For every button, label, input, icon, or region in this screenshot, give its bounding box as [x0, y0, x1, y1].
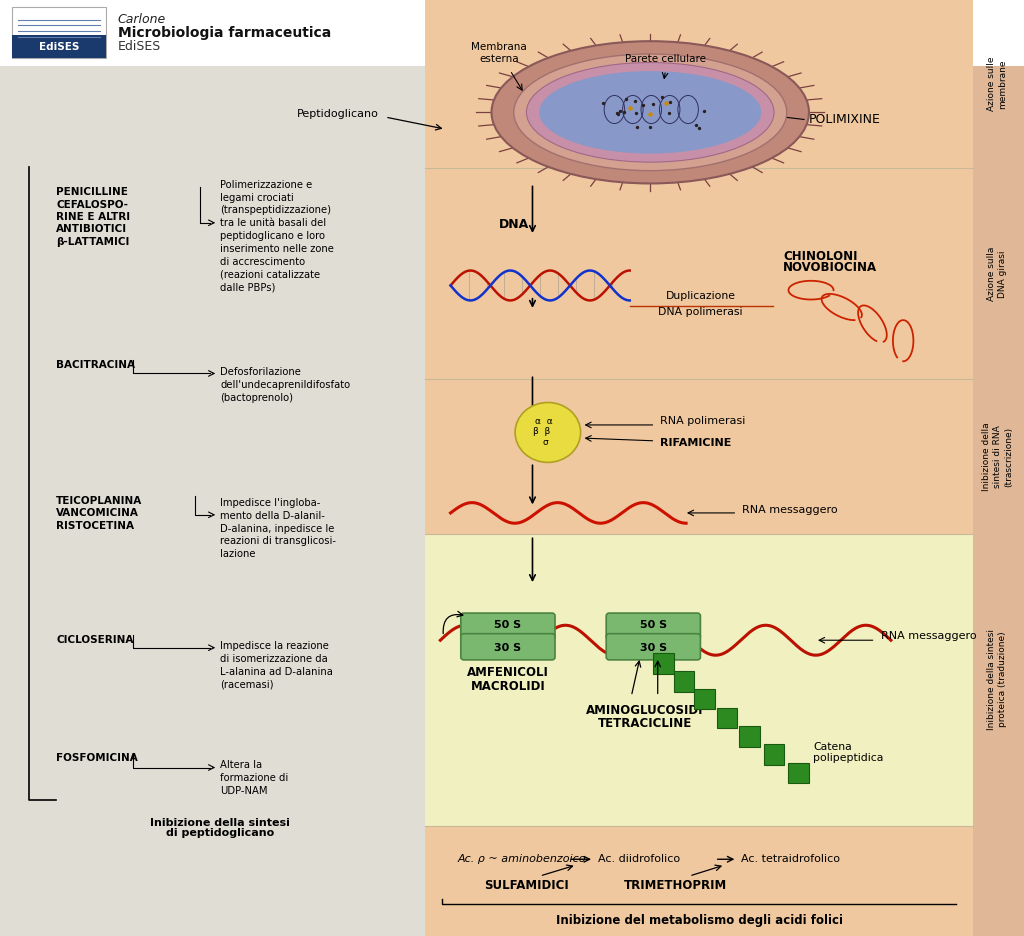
Bar: [973, 0, 1024, 936]
Text: 50 S: 50 S: [495, 620, 521, 630]
Text: Peptidoglicano: Peptidoglicano: [297, 110, 379, 119]
Ellipse shape: [539, 71, 762, 154]
Text: di peptidoglicano: di peptidoglicano: [166, 828, 274, 839]
FancyBboxPatch shape: [606, 634, 700, 660]
Text: Microbiologia farmaceutica: Microbiologia farmaceutica: [118, 26, 331, 39]
Bar: [674, 671, 694, 692]
Bar: [717, 708, 737, 728]
Text: Polimerizzazione e
legami crociati
(transpeptidizzazione)
tra le unità basali de: Polimerizzazione e legami crociati (tran…: [220, 180, 334, 292]
Text: β  β: β β: [534, 427, 550, 436]
Text: 30 S: 30 S: [495, 643, 521, 653]
Text: Catena
polipeptidica: Catena polipeptidica: [813, 741, 884, 764]
Bar: [425, 0, 973, 826]
Text: Inibizione del metabolismo degli acidi folici: Inibizione del metabolismo degli acidi f…: [556, 914, 843, 927]
Text: Inibizione della sintesi
proteica (traduzione): Inibizione della sintesi proteica (tradu…: [987, 629, 1008, 730]
Text: BACITRACINA: BACITRACINA: [56, 360, 135, 371]
Ellipse shape: [526, 63, 774, 162]
Text: RNA messaggero: RNA messaggero: [881, 632, 976, 641]
Bar: [425, 534, 973, 826]
FancyBboxPatch shape: [461, 613, 555, 639]
Text: NOVOBIOCINA: NOVOBIOCINA: [783, 261, 878, 274]
FancyBboxPatch shape: [461, 634, 555, 660]
Text: SULFAMIDICI: SULFAMIDICI: [484, 879, 568, 892]
Circle shape: [515, 402, 581, 462]
Bar: [0, 0, 1024, 66]
Text: EdiSES: EdiSES: [39, 42, 80, 51]
Text: RIFAMICINE: RIFAMICINE: [660, 438, 732, 447]
Text: Ac. tetraidrofolico: Ac. tetraidrofolico: [741, 855, 841, 864]
Bar: [0, 66, 425, 936]
Bar: [653, 653, 674, 674]
Text: Ac. diidrofolico: Ac. diidrofolico: [598, 855, 680, 864]
Text: Parete cellulare: Parete cellulare: [625, 53, 707, 64]
Bar: [12, 35, 106, 58]
Text: FOSFOMICINA: FOSFOMICINA: [56, 753, 138, 764]
Text: σ: σ: [543, 438, 549, 447]
Text: Inibizione della sintesi: Inibizione della sintesi: [151, 818, 290, 828]
Text: Azione sulla
DNA girasi: Azione sulla DNA girasi: [987, 247, 1008, 301]
Text: 30 S: 30 S: [640, 643, 667, 653]
Text: RNA polimerasi: RNA polimerasi: [660, 417, 745, 426]
Text: Azione sulle
membrane: Azione sulle membrane: [987, 57, 1008, 111]
Text: EdiSES: EdiSES: [118, 40, 161, 53]
Text: DNA: DNA: [499, 218, 529, 231]
Bar: [788, 763, 809, 783]
Text: Impedisce l'ingloba-
mento della D-alanil-
D-alanina, inpedisce le
reazioni di t: Impedisce l'ingloba- mento della D-alani…: [220, 498, 336, 559]
Text: Defosforilazione
dell'undecaprenildifosfato
(bactoprenolo): Defosforilazione dell'undecaprenildifosf…: [220, 367, 350, 402]
Text: Ac. ρ ~ aminobenzoico: Ac. ρ ~ aminobenzoico: [458, 855, 586, 864]
Bar: [12, 7, 106, 58]
Text: α  α: α α: [535, 417, 553, 426]
Text: DNA polimerasi: DNA polimerasi: [658, 307, 742, 317]
Text: AMINOGLUCOSIDI: AMINOGLUCOSIDI: [586, 704, 703, 717]
Text: AMFENICOLI: AMFENICOLI: [467, 666, 549, 680]
Bar: [425, 826, 973, 936]
Text: Duplicazione: Duplicazione: [666, 291, 735, 301]
Bar: [694, 689, 715, 709]
Text: POLIMIXINE: POLIMIXINE: [809, 113, 881, 126]
Text: Altera la
formazione di
UDP-NAM: Altera la formazione di UDP-NAM: [220, 760, 289, 796]
Text: TRIMETHOPRIM: TRIMETHOPRIM: [625, 879, 727, 892]
Bar: [739, 726, 760, 747]
Text: Inibizione della
sintesi di RNA
(trascrizione): Inibizione della sintesi di RNA (trascri…: [982, 422, 1013, 491]
Text: MACROLIDI: MACROLIDI: [471, 680, 545, 693]
Text: PENICILLINE
CEFALOSPO-
RINE E ALTRI
ANTIBIOTICI
β-LATTAMICI: PENICILLINE CEFALOSPO- RINE E ALTRI ANTI…: [56, 187, 130, 247]
Bar: [973, 0, 1024, 66]
Text: CICLOSERINA: CICLOSERINA: [56, 635, 134, 645]
Text: TEICOPLANINA
VANCOMICINA
RISTOCETINA: TEICOPLANINA VANCOMICINA RISTOCETINA: [56, 496, 142, 531]
Text: Impedisce la reazione
di isomerizzazione da
L-alanina ad D-alanina
(racemasi): Impedisce la reazione di isomerizzazione…: [220, 641, 333, 690]
Text: RNA messaggero: RNA messaggero: [742, 505, 838, 515]
Text: Membrana
esterna: Membrana esterna: [471, 42, 526, 64]
Bar: [764, 744, 784, 765]
Ellipse shape: [492, 41, 809, 183]
Text: CHINOLONI: CHINOLONI: [783, 250, 858, 263]
Text: 50 S: 50 S: [640, 620, 667, 630]
Text: Carlone: Carlone: [118, 13, 166, 26]
Text: TETRACICLINE: TETRACICLINE: [597, 717, 691, 730]
FancyBboxPatch shape: [606, 613, 700, 639]
Ellipse shape: [514, 54, 786, 170]
